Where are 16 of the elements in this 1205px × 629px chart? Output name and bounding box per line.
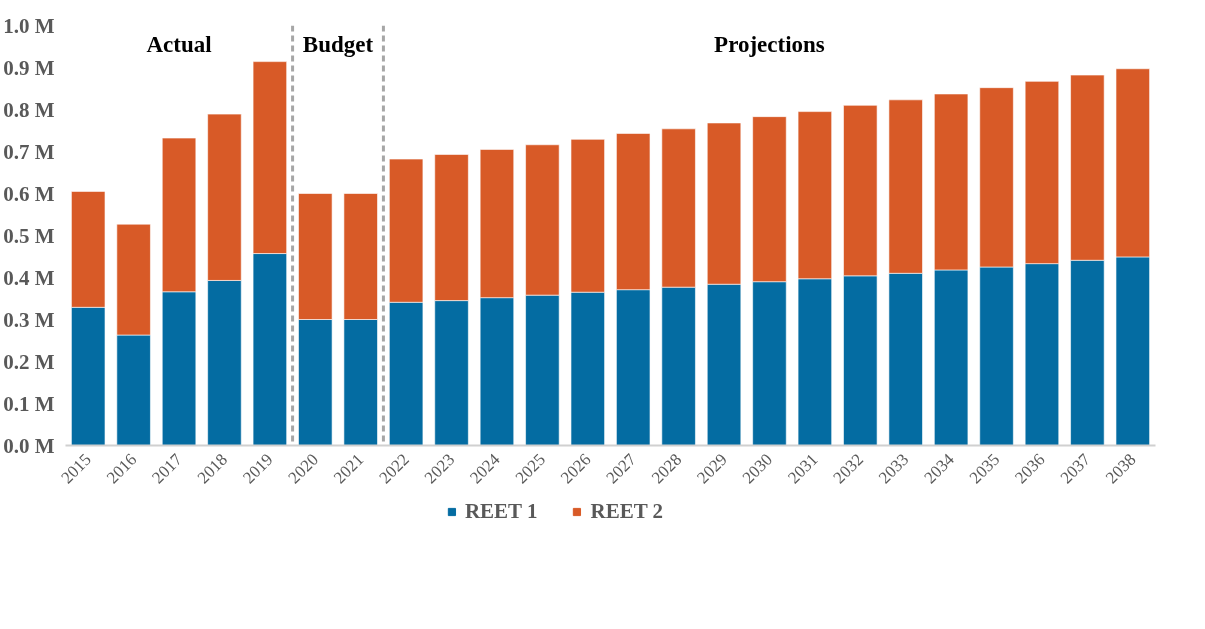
y-tick-label: 0.1 M — [3, 391, 55, 416]
annotation: Budget — [302, 31, 374, 57]
y-tick-label: 0.5 M — [3, 223, 55, 248]
y-tick-label: 0.4 M — [3, 265, 55, 290]
y-tick-label: 0.8 M — [3, 97, 55, 122]
y-tick-label: 0.6 M — [3, 181, 55, 206]
y-tick-label: 0.3 M — [3, 307, 55, 332]
y-tick-label: 0.2 M — [3, 349, 55, 374]
legend-label: REET 2 — [590, 498, 664, 524]
y-tick-label: 1.0 M — [3, 13, 55, 38]
legend-label: REET 1 — [464, 498, 538, 524]
y-tick-label: 0.9 M — [3, 55, 55, 80]
annotation: Actual — [146, 31, 212, 57]
annotation: Projections — [714, 31, 825, 57]
y-tick-label: 0.7 M — [3, 139, 55, 164]
y-tick-label: 0.0 M — [3, 433, 55, 458]
